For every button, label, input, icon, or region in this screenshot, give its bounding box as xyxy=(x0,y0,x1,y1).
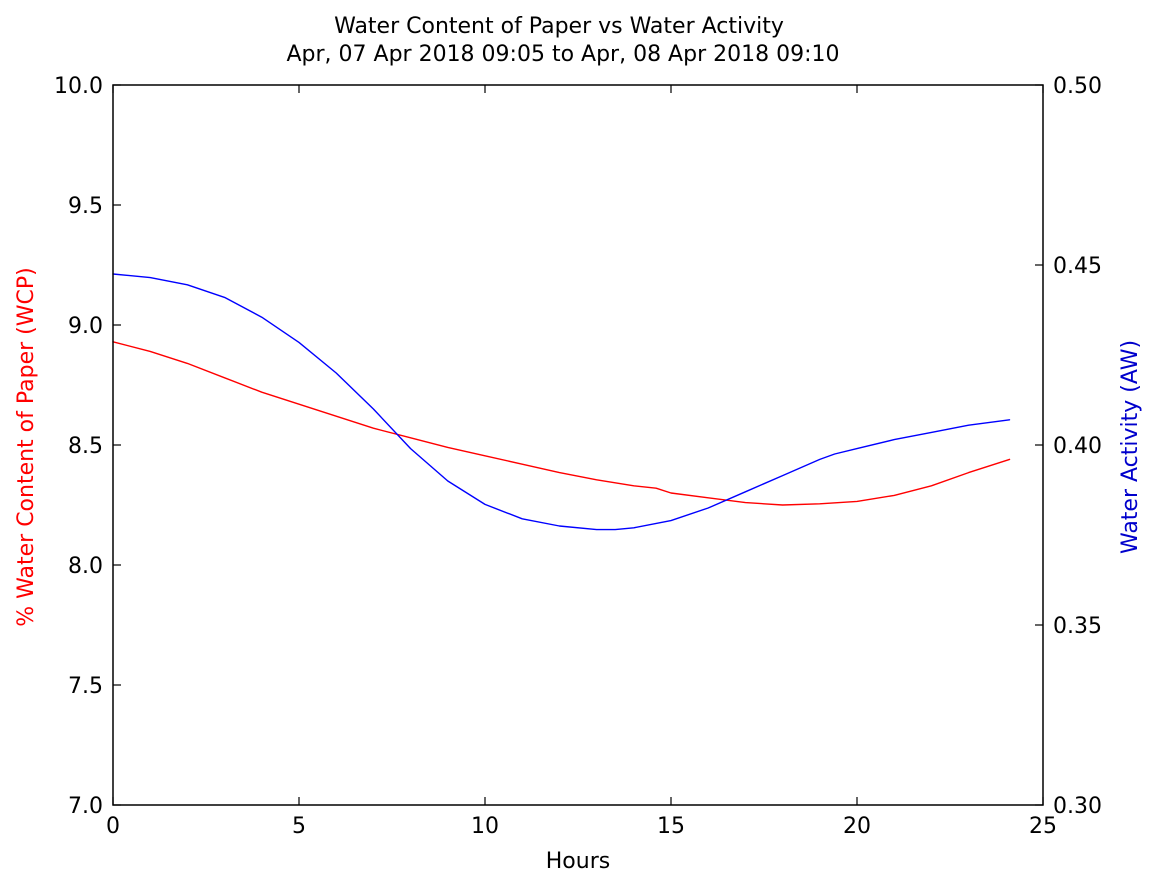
chart-title: Water Content of Paper vs Water Activity xyxy=(334,14,784,39)
y-left-tick-label: 9.0 xyxy=(68,314,103,339)
x-axis-label: Hours xyxy=(546,849,610,874)
x-tick-label: 0 xyxy=(106,814,120,839)
y-axis-left-label: % Water Content of Paper (WCP) xyxy=(14,267,39,626)
ticks-layer: 0 5 10 15 20 25 7.0 7.5 8.0 8.5 9.0 9.5 10.0 0.30 0.35… xyxy=(54,74,1102,839)
y-right-tick-label: 0.35 xyxy=(1053,614,1102,639)
y-right-tick-label: 0.50 xyxy=(1053,74,1102,99)
y-right-tick-label: 0.30 xyxy=(1053,794,1102,819)
x-tick-label: 25 xyxy=(1029,814,1057,839)
y-left-tick-label: 7.0 xyxy=(68,794,103,819)
y-left-tick-label: 10.0 xyxy=(54,74,103,99)
series-layer xyxy=(112,273,1011,531)
y-right-tick-label: 0.40 xyxy=(1053,434,1102,459)
y-left-tick-label: 9.5 xyxy=(68,194,103,219)
y-left-tick-label: 7.5 xyxy=(68,674,103,699)
x-tick-label: 15 xyxy=(657,814,685,839)
y-left-tick-label: 8.5 xyxy=(68,434,103,459)
x-tick-label: 10 xyxy=(471,814,499,839)
y-right-tick-label: 0.45 xyxy=(1053,254,1102,279)
series-line-aw xyxy=(112,273,1011,531)
chart-subtitle: Apr, 07 Apr 2018 09:05 to Apr, 08 Apr 20… xyxy=(286,42,839,67)
x-tick-label: 20 xyxy=(843,814,871,839)
series-line-wcp xyxy=(112,341,1011,506)
y-axis-right-label: Water Activity (AW) xyxy=(1118,340,1143,554)
x-tick-label: 5 xyxy=(292,814,306,839)
y-left-tick-label: 8.0 xyxy=(68,554,103,579)
